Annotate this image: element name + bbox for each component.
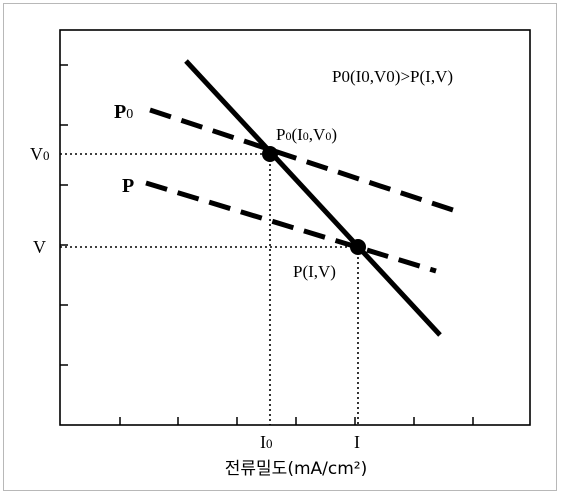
- p0-curve: [149, 107, 457, 214]
- p0-curve-label: P0: [114, 101, 133, 123]
- comparison-annotation: P0(I0,V0)>P(I,V): [332, 67, 453, 86]
- p-curve-label: P: [122, 175, 134, 197]
- y-tick-v0: V0: [30, 144, 50, 164]
- y-tick-v: V: [33, 237, 46, 257]
- x-tick-i0: I0: [260, 432, 273, 452]
- x-tick-i: I: [354, 432, 360, 452]
- p-curve: [145, 180, 437, 274]
- x-axis-ticks: [119, 417, 474, 425]
- load-line: [184, 59, 442, 337]
- operating-point-0-label: P0(I0,V0): [276, 125, 337, 144]
- operating-point-label: P(I,V): [293, 262, 336, 281]
- x-axis-label: 전류밀도(mA/cm²): [225, 459, 367, 479]
- operating-point-marker: [350, 239, 366, 255]
- plot-area: [59, 29, 531, 426]
- y-axis-ticks: [60, 64, 68, 366]
- operating-point-0-marker: [262, 146, 278, 162]
- guide-lines: [60, 153, 359, 425]
